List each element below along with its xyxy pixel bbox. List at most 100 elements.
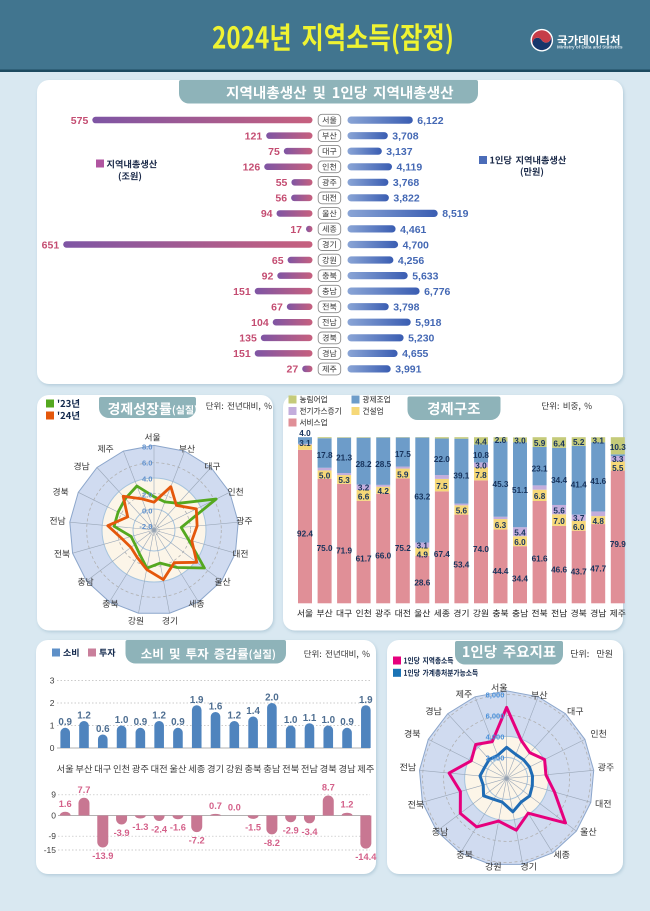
- svg-text:4,700: 4,700: [403, 239, 429, 251]
- svg-text:1: 1: [50, 720, 55, 730]
- svg-text:1.4: 1.4: [246, 706, 260, 717]
- svg-text:21.3: 21.3: [336, 454, 352, 463]
- svg-text:6.4: 6.4: [553, 439, 565, 448]
- svg-text:1.1: 1.1: [303, 713, 317, 724]
- svg-text:0: 0: [51, 810, 56, 820]
- svg-text:44.4: 44.4: [493, 567, 509, 576]
- svg-text:121: 121: [245, 131, 263, 143]
- svg-text:8.7: 8.7: [322, 783, 335, 793]
- svg-text:8,519: 8,519: [442, 208, 468, 220]
- svg-text:7.7: 7.7: [78, 785, 91, 795]
- svg-text:0.7: 0.7: [209, 801, 222, 811]
- svg-text:-3.9: -3.9: [114, 828, 130, 838]
- svg-text:4,256: 4,256: [398, 255, 424, 267]
- svg-text:5,633: 5,633: [412, 270, 438, 282]
- svg-text:2: 2: [50, 698, 55, 708]
- svg-text:1.9: 1.9: [359, 695, 373, 706]
- svg-text:2.0: 2.0: [142, 490, 153, 499]
- svg-text:0.0: 0.0: [142, 506, 153, 515]
- svg-text:75.0: 75.0: [317, 544, 333, 553]
- svg-text:22.0: 22.0: [434, 455, 450, 464]
- svg-text:66.0: 66.0: [375, 551, 391, 560]
- svg-text:1.2: 1.2: [227, 711, 241, 722]
- svg-text:Ministry of Data and Statistic: Ministry of Data and Statistics: [557, 45, 623, 50]
- svg-text:-13.9: -13.9: [92, 851, 113, 861]
- svg-text:0.9: 0.9: [58, 717, 72, 728]
- svg-text:0.0: 0.0: [228, 803, 241, 813]
- svg-text:5.9: 5.9: [534, 439, 546, 448]
- svg-text:28.5: 28.5: [375, 460, 391, 469]
- svg-text:10.3: 10.3: [610, 443, 626, 452]
- svg-text:63.2: 63.2: [414, 493, 430, 502]
- svg-text:0.9: 0.9: [340, 717, 354, 728]
- svg-text:3.3: 3.3: [612, 455, 624, 464]
- svg-text:5.2: 5.2: [573, 438, 585, 447]
- svg-text:-15: -15: [44, 845, 57, 855]
- svg-text:2.6: 2.6: [495, 436, 507, 445]
- svg-text:104: 104: [251, 317, 269, 329]
- svg-text:1.6: 1.6: [59, 799, 72, 809]
- svg-text:4,119: 4,119: [397, 162, 423, 174]
- svg-text:17.8: 17.8: [317, 451, 333, 460]
- svg-text:3,991: 3,991: [395, 364, 421, 376]
- svg-text:-14.4: -14.4: [355, 852, 377, 862]
- svg-text:5.3: 5.3: [338, 476, 350, 485]
- svg-text:6.8: 6.8: [534, 492, 546, 501]
- svg-text:8.0: 8.0: [142, 443, 153, 452]
- svg-text:151: 151: [233, 348, 251, 360]
- svg-text:5.5: 5.5: [612, 464, 624, 473]
- svg-text:3,768: 3,768: [393, 177, 419, 189]
- svg-text:75: 75: [268, 146, 280, 158]
- svg-text:4.8: 4.8: [593, 517, 605, 526]
- svg-text:43.7: 43.7: [571, 568, 587, 577]
- svg-text:67: 67: [271, 302, 283, 314]
- svg-text:92: 92: [262, 270, 274, 282]
- svg-text:1.2: 1.2: [77, 711, 91, 722]
- svg-text:7.0: 7.0: [553, 517, 565, 526]
- svg-text:6.3: 6.3: [495, 521, 507, 530]
- svg-text:6.6: 6.6: [358, 493, 370, 502]
- svg-text:0.9: 0.9: [171, 717, 185, 728]
- svg-text:53.4: 53.4: [453, 561, 469, 570]
- svg-text:6.0: 6.0: [514, 538, 526, 547]
- svg-text:3,137: 3,137: [386, 146, 412, 158]
- svg-text:3.2: 3.2: [358, 484, 370, 493]
- svg-text:6,000: 6,000: [486, 711, 505, 720]
- svg-text:4,461: 4,461: [400, 224, 426, 236]
- svg-text:67.4: 67.4: [434, 550, 450, 559]
- svg-text:6,122: 6,122: [417, 115, 443, 127]
- svg-text:6.0: 6.0: [573, 523, 585, 532]
- svg-text:61.7: 61.7: [356, 554, 372, 563]
- svg-text:5.9: 5.9: [397, 470, 409, 479]
- svg-text:-2.9: -2.9: [283, 826, 299, 836]
- svg-text:4,655: 4,655: [402, 348, 428, 360]
- svg-text:-1.5: -1.5: [245, 823, 261, 833]
- svg-text:5.6: 5.6: [553, 506, 565, 515]
- svg-text:3,822: 3,822: [393, 193, 419, 205]
- svg-text:0: 0: [50, 743, 55, 753]
- svg-text:34.4: 34.4: [512, 574, 528, 583]
- svg-text:3.7: 3.7: [573, 514, 585, 523]
- svg-text:3,708: 3,708: [392, 131, 418, 143]
- svg-text:-1.3: -1.3: [132, 822, 148, 832]
- svg-text:7.5: 7.5: [436, 482, 448, 491]
- svg-text:4,000: 4,000: [486, 732, 505, 741]
- svg-text:1.6: 1.6: [209, 702, 223, 713]
- svg-text:46.6: 46.6: [551, 565, 567, 574]
- svg-text:2.0: 2.0: [265, 693, 279, 704]
- svg-text:27: 27: [287, 364, 299, 376]
- svg-text:4.2: 4.2: [378, 487, 390, 496]
- svg-text:3,798: 3,798: [393, 302, 419, 314]
- svg-text:4.0: 4.0: [142, 475, 153, 484]
- svg-text:3.1: 3.1: [417, 542, 429, 551]
- svg-text:56: 56: [275, 193, 287, 205]
- svg-text:51.1: 51.1: [512, 486, 528, 495]
- svg-text:-2.0: -2.0: [139, 522, 152, 531]
- svg-text:41.6: 41.6: [590, 477, 606, 486]
- svg-text:5.6: 5.6: [456, 507, 468, 516]
- svg-text:4.4: 4.4: [475, 438, 487, 447]
- svg-text:575: 575: [71, 115, 89, 127]
- svg-text:65: 65: [272, 255, 284, 267]
- svg-text:1.2: 1.2: [341, 800, 354, 810]
- svg-text:4.9: 4.9: [417, 550, 429, 559]
